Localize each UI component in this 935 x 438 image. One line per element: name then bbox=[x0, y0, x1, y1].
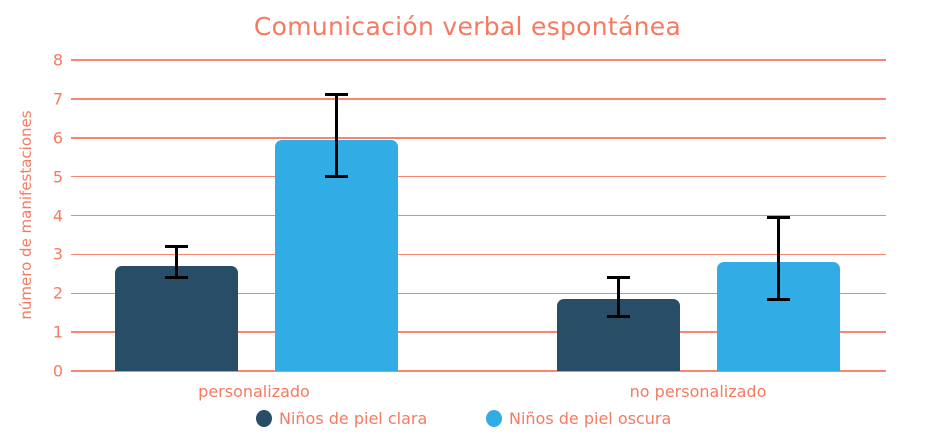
bar bbox=[275, 139, 398, 371]
y-tick-label: 6 bbox=[52, 128, 64, 148]
y-axis-label: número de manifestaciones bbox=[17, 110, 35, 320]
gridline bbox=[71, 331, 886, 333]
error-bar-cap bbox=[767, 215, 790, 219]
bar bbox=[115, 266, 238, 371]
legend-item-clara: Niños de piel clara bbox=[256, 409, 427, 428]
gridline bbox=[71, 137, 886, 139]
x-label-personalizado: personalizado bbox=[198, 382, 310, 401]
error-bar-cap bbox=[165, 276, 188, 280]
legend-label-oscura: Niños de piel oscura bbox=[509, 409, 672, 428]
error-bar bbox=[617, 277, 620, 317]
y-tick-label: 8 bbox=[52, 50, 64, 70]
y-tick-label: 3 bbox=[52, 244, 64, 264]
error-bar bbox=[175, 246, 178, 278]
gridline bbox=[71, 214, 886, 217]
legend-item-oscura: Niños de piel oscura bbox=[486, 409, 671, 428]
y-tick-label: 1 bbox=[52, 322, 64, 342]
gridline bbox=[71, 253, 886, 256]
error-bar-cap bbox=[607, 276, 630, 280]
gridline bbox=[71, 175, 886, 178]
y-tick-label: 0 bbox=[52, 361, 64, 381]
y-tick-label: 2 bbox=[52, 283, 64, 303]
error-bar-cap bbox=[325, 93, 348, 97]
error-bar bbox=[335, 94, 338, 177]
y-tick-label: 4 bbox=[52, 206, 64, 225]
legend-label-clara: Niños de piel clara bbox=[279, 409, 428, 428]
gridline bbox=[71, 370, 886, 372]
y-tick-label: 7 bbox=[52, 89, 64, 109]
error-bar-cap bbox=[607, 315, 630, 319]
legend-dot-clara-icon bbox=[256, 410, 272, 427]
y-tick-label: 5 bbox=[52, 167, 64, 187]
error-bar-cap bbox=[767, 297, 790, 301]
gridline bbox=[71, 292, 886, 294]
x-label-no-personalizado: no personalizado bbox=[629, 382, 767, 401]
error-bar bbox=[777, 217, 780, 300]
gridline bbox=[71, 98, 886, 100]
gridline bbox=[71, 59, 886, 61]
error-bar-cap bbox=[325, 175, 348, 179]
error-bar-cap bbox=[165, 245, 188, 249]
legend-dot-oscura-icon bbox=[486, 410, 502, 427]
chart-title: Comunicación verbal espontánea bbox=[253, 12, 682, 41]
